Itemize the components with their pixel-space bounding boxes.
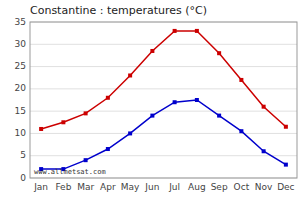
point-marker	[239, 78, 243, 82]
grid-line	[30, 88, 297, 89]
y-tick-label: 35	[15, 17, 26, 27]
point-marker	[106, 96, 110, 100]
point-marker	[128, 131, 132, 135]
y-tick-label: 10	[15, 128, 27, 138]
y-tick-label: 25	[15, 61, 26, 71]
plot-area	[30, 22, 297, 178]
point-marker	[173, 100, 177, 104]
grid-line	[30, 66, 297, 67]
x-tick-label: Dec	[277, 182, 294, 192]
point-marker	[262, 149, 266, 153]
point-marker	[128, 73, 132, 77]
point-marker	[173, 29, 177, 33]
x-tick-label: Jul	[168, 182, 180, 192]
point-marker	[84, 158, 88, 162]
y-tick-label: 20	[15, 83, 27, 93]
point-marker	[284, 163, 288, 167]
point-marker	[195, 98, 199, 102]
point-marker	[61, 120, 65, 124]
y-axis: 0 5 10 15 20 25 30 35	[15, 17, 27, 183]
point-marker	[217, 51, 221, 55]
chart: 0 5 10 15 20 25 30 35 Jan Feb Mar Apr May Jun Jul Aug Se…	[0, 0, 305, 200]
x-axis: Jan Feb Mar Apr May Jun Jul Aug Sep Oct Nov Dec	[33, 182, 294, 192]
x-tick-label: Jun	[144, 182, 159, 192]
y-tick-label: 5	[20, 150, 26, 160]
x-tick-label: Sep	[211, 182, 228, 192]
point-marker	[284, 125, 288, 129]
point-marker	[106, 147, 110, 151]
grid-line	[30, 133, 297, 134]
point-marker	[262, 105, 266, 109]
grid	[30, 22, 297, 178]
y-tick-label: 30	[15, 39, 27, 49]
x-tick-label: May	[121, 182, 140, 192]
annotation: www.allmetsat.com	[34, 168, 106, 176]
y-tick-label: 0	[20, 173, 26, 183]
chart-title: Constantine : temperatures (°C)	[30, 4, 207, 17]
plot-frame	[30, 22, 297, 178]
series-line	[41, 100, 286, 169]
point-marker	[195, 29, 199, 33]
point-marker	[217, 114, 221, 118]
point-marker	[150, 114, 154, 118]
x-tick-label: Nov	[255, 182, 273, 192]
grid-line	[30, 111, 297, 112]
x-tick-label: Apr	[100, 182, 116, 192]
data-layer	[39, 29, 288, 171]
x-tick-label: Jan	[33, 182, 48, 192]
x-tick-label: Aug	[188, 182, 206, 192]
x-tick-label: Feb	[55, 182, 71, 192]
x-tick-label: Mar	[77, 182, 94, 192]
chart-container: 0 5 10 15 20 25 30 35 Jan Feb Mar Apr May Jun Jul Aug Se…	[0, 0, 305, 200]
point-marker	[150, 49, 154, 53]
y-tick-label: 15	[15, 106, 26, 116]
x-tick-label: Oct	[234, 182, 250, 192]
point-marker	[239, 129, 243, 133]
point-marker	[84, 111, 88, 115]
grid-line	[30, 155, 297, 156]
point-marker	[39, 127, 43, 131]
series-line	[41, 31, 286, 129]
grid-line	[30, 44, 297, 45]
